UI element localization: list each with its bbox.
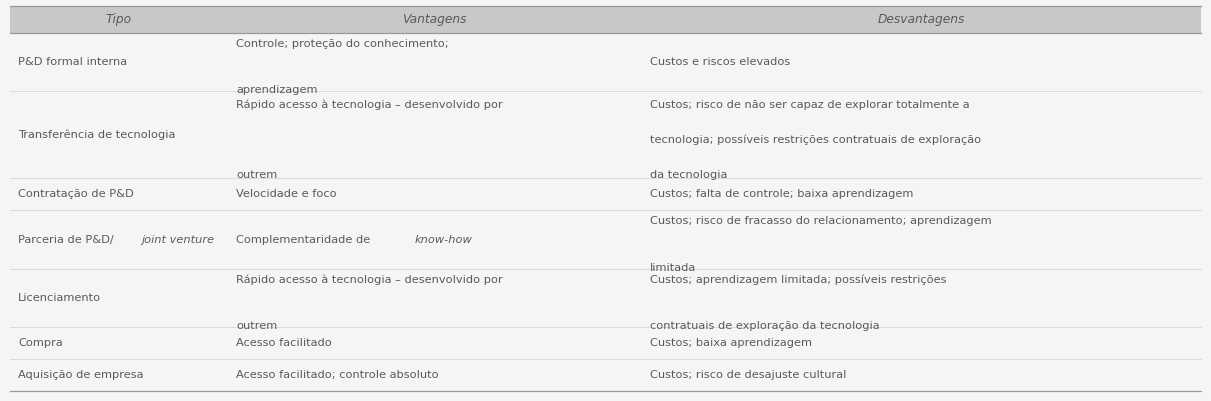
Text: Controle; proteção do conhecimento;: Controle; proteção do conhecimento; <box>236 38 449 49</box>
Text: Custos; risco de não ser capaz de explorar totalmente a: Custos; risco de não ser capaz de explor… <box>650 100 969 110</box>
Text: Desvantagens: Desvantagens <box>878 13 965 26</box>
Text: Acesso facilitado; controle absoluto: Acesso facilitado; controle absoluto <box>236 370 438 380</box>
Text: Custos e riscos elevados: Custos e riscos elevados <box>650 57 790 67</box>
Text: P&D formal interna: P&D formal interna <box>18 57 127 67</box>
Text: Rápido acesso à tecnologia – desenvolvido por: Rápido acesso à tecnologia – desenvolvid… <box>236 100 503 110</box>
Text: Tipo: Tipo <box>105 13 132 26</box>
Text: tecnologia; possíveis restrições contratuais de exploração: tecnologia; possíveis restrições contrat… <box>650 135 981 145</box>
Text: limitada: limitada <box>650 263 696 273</box>
Text: da tecnologia: da tecnologia <box>650 170 727 180</box>
Bar <box>10 6 1201 33</box>
Text: know-how: know-how <box>414 235 472 245</box>
Text: Rápido acesso à tecnologia – desenvolvido por: Rápido acesso à tecnologia – desenvolvid… <box>236 275 503 285</box>
Text: Complementaridade de: Complementaridade de <box>236 235 374 245</box>
Text: Custos; risco de desajuste cultural: Custos; risco de desajuste cultural <box>650 370 846 380</box>
Text: contratuais de exploração da tecnologia: contratuais de exploração da tecnologia <box>650 321 879 331</box>
Text: Vantagens: Vantagens <box>402 13 466 26</box>
Text: Custos; baixa aprendizagem: Custos; baixa aprendizagem <box>650 338 811 348</box>
Text: Parceria de P&D/: Parceria de P&D/ <box>18 235 114 245</box>
Text: outrem: outrem <box>236 170 277 180</box>
Text: Velocidade e foco: Velocidade e foco <box>236 189 337 199</box>
Text: Transferência de tecnologia: Transferência de tecnologia <box>18 130 176 140</box>
Text: Acesso facilitado: Acesso facilitado <box>236 338 332 348</box>
Text: Custos; aprendizagem limitada; possíveis restrições: Custos; aprendizagem limitada; possíveis… <box>650 275 946 285</box>
Text: Licenciamento: Licenciamento <box>18 293 102 303</box>
Text: Compra: Compra <box>18 338 63 348</box>
Text: Custos; risco de fracasso do relacionamento; aprendizagem: Custos; risco de fracasso do relacioname… <box>650 216 992 226</box>
Text: Custos; falta de controle; baixa aprendizagem: Custos; falta de controle; baixa aprendi… <box>650 189 913 199</box>
Text: aprendizagem: aprendizagem <box>236 85 317 95</box>
Text: outrem: outrem <box>236 321 277 331</box>
Text: joint venture: joint venture <box>142 235 214 245</box>
Text: Contratação de P&D: Contratação de P&D <box>18 189 134 199</box>
Text: Aquisição de empresa: Aquisição de empresa <box>18 370 144 380</box>
